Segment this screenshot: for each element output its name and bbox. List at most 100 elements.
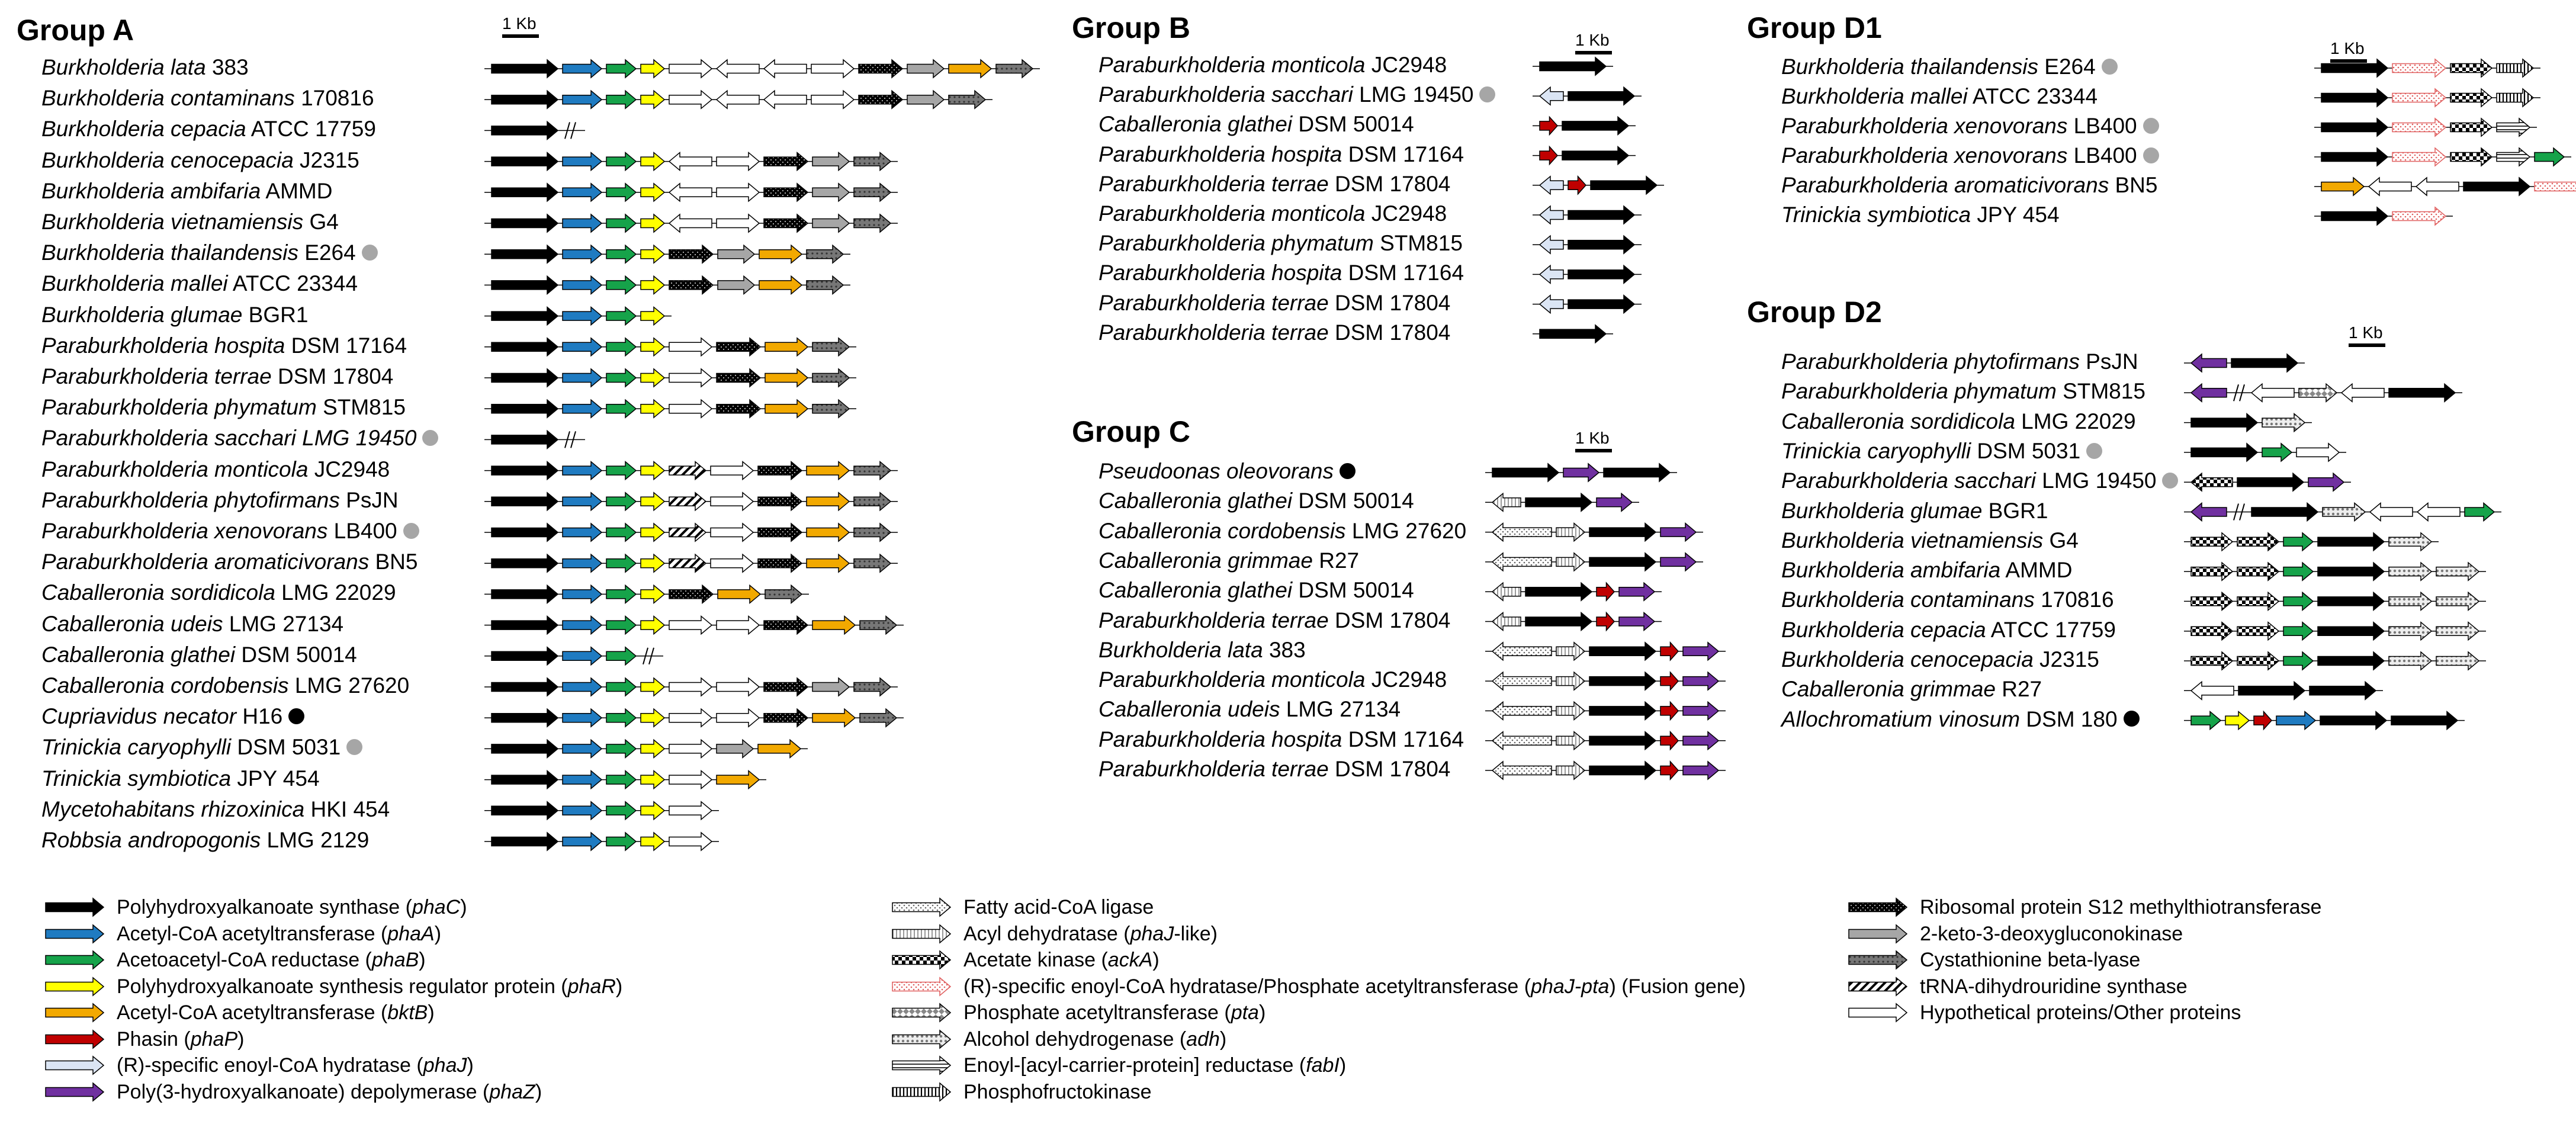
gene-arrow-hyp — [669, 831, 713, 852]
strain-name: G4 — [2043, 528, 2079, 553]
species-name: Pseudoonas oleovorans — [1099, 459, 1334, 483]
gene-arrow-phaC — [491, 182, 559, 203]
strain-name: 383 — [205, 55, 249, 79]
strain-name: PsJN — [2079, 349, 2138, 374]
gene-arrow-phaC — [491, 769, 559, 790]
organism-row: Burkholderia thailandensis E264 — [1781, 54, 2118, 80]
gene-arrow-phaR — [640, 801, 666, 821]
gene-arrow-phaC — [491, 553, 559, 573]
gene-arrow-phaR — [640, 59, 666, 79]
gene-arrow-hyp — [2368, 176, 2412, 197]
organism-row: Paraburkholderia terrae DSM 17804 — [1099, 320, 1450, 346]
gene-arrow-phaR — [640, 182, 666, 203]
strain-name: LB400 — [327, 519, 397, 543]
species-name: Burkholderia ambifaria — [1781, 558, 2001, 583]
legend-label: Acyl dehydratase (phaJ-like) — [963, 922, 1218, 945]
gene-arrow-phaA — [562, 769, 603, 790]
strain-name: DSM 17164 — [1342, 142, 1464, 166]
gene-arrow-hyp — [669, 89, 713, 110]
strain-name: JC2948 — [1365, 667, 1447, 692]
gene-arrow-phaB — [606, 708, 637, 728]
gene-arrow-hyp — [669, 399, 713, 419]
organism-row: Paraburkholderia terrae DSM 17804 — [1099, 608, 1450, 634]
species-name: Caballeronia grimmae — [1781, 677, 1996, 702]
gene-arrow-bktB — [757, 738, 802, 759]
gene-arrow-phaZ — [2190, 383, 2227, 403]
gene-arrow-phaA — [562, 646, 603, 666]
gene-arrow-bktB — [716, 769, 760, 790]
species-name: Paraburkholderia terrae — [1099, 290, 1329, 315]
legend-item-fcl: Fatty acid-CoA ligase — [891, 893, 1154, 920]
gene-arrow-phaR — [640, 553, 666, 573]
organism-row: Paraburkholderia aromaticivorans BN5 — [41, 549, 417, 575]
gene-arrow-acyl — [1556, 641, 1586, 661]
organism-row: Caballeronia glathei DSM 50014 — [1099, 577, 1414, 603]
species-name: Allochromatium vinosum — [1781, 706, 2021, 731]
species-name: Paraburkholderia monticola — [1099, 53, 1366, 77]
gene-arrow-cbl — [853, 213, 892, 233]
gene-arrow-bktB — [806, 522, 850, 542]
legend-item-ack: Acetate kinase (ackA) — [891, 946, 1159, 973]
gene-arrow-phaJ — [1538, 294, 1564, 314]
species-name: Burkholderia vietnamiensis — [1781, 528, 2044, 553]
gene-arrow-fcl — [1491, 641, 1552, 661]
legend-label: Polyhydroxyalkanoate synthase (phaC) — [117, 896, 467, 919]
gene-arrow-phaC — [2309, 680, 2377, 701]
gene-arrow-bktB — [806, 492, 850, 512]
gene-arrow-phaC — [1589, 701, 1657, 721]
gene-arrow-phaJ — [1538, 264, 1564, 285]
gene-arrow-phaB — [606, 151, 637, 172]
gene-arrow-bktB — [812, 615, 856, 635]
strain-name: DSM 17164 — [1342, 261, 1464, 285]
gene-arrow-phaC — [491, 120, 559, 141]
strain-name: 170816 — [294, 86, 374, 111]
gene-arrow-phaC — [491, 275, 559, 295]
gene-arrow-fusion — [2392, 58, 2447, 78]
gene-arrow-rps — [716, 399, 762, 419]
organism-row: Burkholderia contaminans 170816 — [1781, 587, 2114, 613]
gene-arrow-phaC — [2238, 680, 2306, 701]
gene-arrow-phaZ — [1682, 671, 1720, 691]
species-name: Paraburkholderia aromaticivorans — [1781, 173, 2109, 197]
gene-arrow-cbl — [806, 275, 844, 295]
organism-row: Burkholderia glumae BGR1 — [41, 302, 308, 328]
legend-label: Phosphate acetyltransferase (pta) — [963, 1001, 1266, 1024]
gene-arrow-phaC — [1562, 115, 1630, 136]
gene-arrow-hyp — [2415, 176, 2459, 197]
organism-row: Paraburkholderia monticola JC2948 — [41, 457, 390, 483]
legend-item-fusion: (R)-specific enoyl-CoA hydratase/Phospha… — [891, 972, 1746, 1000]
gene-arrow-phaC — [491, 522, 559, 542]
gene-arrow-phaC — [2320, 710, 2388, 731]
gene-arrow-phaZ — [1682, 641, 1720, 661]
legend-swatch-phaP — [45, 1029, 105, 1049]
gene-arrow-rps — [757, 522, 803, 542]
strain-name: DSM 17164 — [1342, 727, 1464, 751]
gene-arrow-phaP — [1660, 701, 1679, 721]
gene-arrow-ack — [2237, 532, 2280, 552]
gene-arrow-cbl — [853, 492, 892, 512]
legend-item-bktB: Acetyl-CoA acetyltransferase (bktB) — [44, 998, 435, 1026]
gene-arrow-phaC — [2317, 591, 2385, 612]
gene-arrow-acyl — [1556, 701, 1586, 721]
strain-name: DSM 50014 — [235, 642, 357, 667]
organism-row: Paraburkholderia hospita DSM 17164 — [1099, 142, 1464, 168]
gene-arrow-hyp — [710, 492, 754, 512]
gene-arrow-phaB — [2190, 710, 2222, 731]
gene-arrow-phaC — [2237, 472, 2305, 492]
gene-arrow-adh — [2262, 412, 2306, 433]
gene-arrow-rps — [716, 368, 762, 388]
marker-dot — [346, 739, 363, 756]
gene-arrow-hyp — [2190, 680, 2234, 701]
strain-name: PsJN — [339, 487, 399, 512]
species-name: Caballeronia udeis — [1099, 697, 1280, 722]
gene-symbol: phaA — [387, 922, 435, 945]
gene-arrow-phaC — [491, 460, 559, 481]
gene-arrow-adh — [2388, 651, 2433, 671]
organism-row: Paraburkholderia xenovorans LB400 — [41, 518, 419, 544]
gene-arrow-adh — [2388, 561, 2433, 582]
strain-name: DSM 50014 — [1292, 112, 1414, 137]
gene-arrow-phaB — [606, 522, 637, 542]
gene-arrow-gnok — [716, 738, 754, 759]
legend-item-phaC: Polyhydroxyalkanoate synthase (phaC) — [44, 893, 467, 920]
gene-arrow-ack — [2237, 591, 2280, 612]
